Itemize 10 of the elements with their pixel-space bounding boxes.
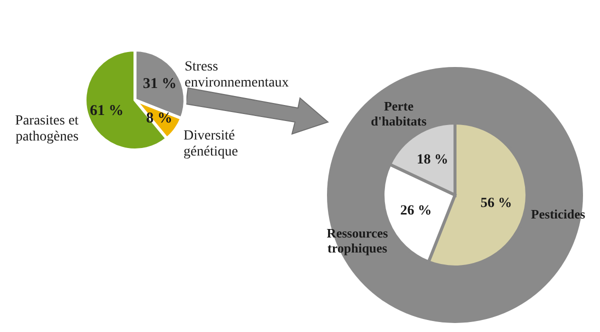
data-label: 56 % xyxy=(480,196,512,211)
slice-label: Diversité génétique xyxy=(184,128,238,160)
slice-label: Stress environnementaux xyxy=(184,59,289,90)
data-label: 18 % xyxy=(416,152,448,168)
data-label: 8 % xyxy=(146,110,172,127)
data-label: 26 % xyxy=(400,203,432,218)
data-label: 61 % xyxy=(90,103,124,120)
slice-label: Parasites et pathogènes xyxy=(15,113,79,144)
slice-label: Perte d'habitats xyxy=(370,98,427,128)
data-label: 31 % xyxy=(142,76,177,92)
